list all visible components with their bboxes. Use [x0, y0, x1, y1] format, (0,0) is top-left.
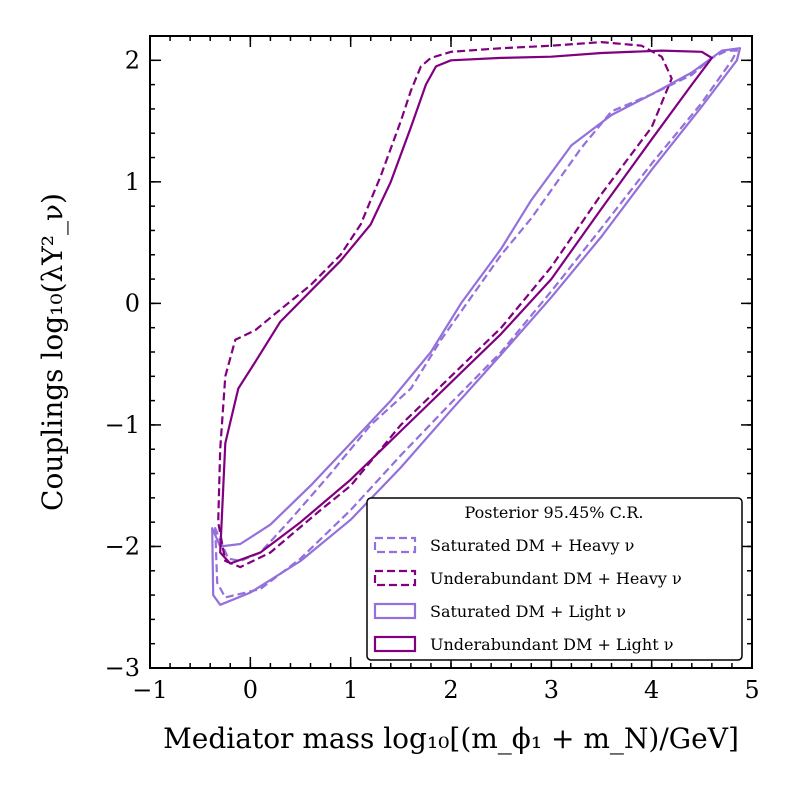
- legend-swatch: [373, 569, 417, 587]
- y-tick-label: −2: [105, 532, 140, 560]
- legend-item: Saturated DM + Heavy ν: [373, 536, 634, 555]
- series-contour-2: [211, 47, 742, 606]
- legend-title: Posterior 95.45% C.R.: [465, 503, 644, 522]
- legend-swatch: [373, 635, 417, 653]
- x-tick-label: 1: [343, 676, 358, 704]
- x-tick-label: 0: [243, 676, 258, 704]
- legend-swatch: [373, 536, 417, 554]
- y-tick-label: 1: [125, 168, 140, 196]
- ticks-layer: −1 0 1 2 3 4 5 −3 −2 −1 0 1 2: [105, 35, 760, 704]
- series-contour-3: [219, 49, 713, 565]
- y-tick-label: −1: [105, 411, 140, 439]
- x-tick-label: 2: [443, 676, 458, 704]
- legend-label: Saturated DM + Heavy ν: [430, 536, 634, 555]
- legend-item: Saturated DM + Light ν: [373, 602, 626, 621]
- x-tick-label: −1: [132, 676, 167, 704]
- y-tick-label: −3: [105, 654, 140, 682]
- y-tick-label: 0: [125, 289, 140, 317]
- legend-item: Underabundant DM + Heavy ν: [373, 569, 682, 588]
- legend-swatch: [373, 602, 417, 620]
- legend-item: Underabundant DM + Light ν: [373, 635, 673, 654]
- legend-label: Underabundant DM + Light ν: [430, 635, 673, 654]
- x-tick-label: 3: [544, 676, 559, 704]
- x-tick-label: 5: [744, 676, 759, 704]
- plot-frame: [149, 35, 753, 669]
- legend-box: [366, 497, 743, 661]
- y-tick-label: 2: [125, 46, 140, 74]
- series-layer: [211, 41, 742, 606]
- x-axis-label: Mediator mass log₁₀[(m_ϕ₁ + m_N)/GeV]: [163, 722, 739, 755]
- series-contour-1: [217, 41, 673, 569]
- x-tick-label: 4: [644, 676, 659, 704]
- legend-label: Saturated DM + Light ν: [430, 602, 626, 621]
- legend: Posterior 95.45% C.R. Saturated DM + Hea…: [366, 497, 743, 661]
- legend-items: Saturated DM + Heavy ν Underabundant DM +…: [373, 536, 682, 654]
- legend-label: Underabundant DM + Heavy ν: [430, 569, 682, 588]
- y-axis-label: Couplings log₁₀(λY²_ν): [36, 193, 69, 511]
